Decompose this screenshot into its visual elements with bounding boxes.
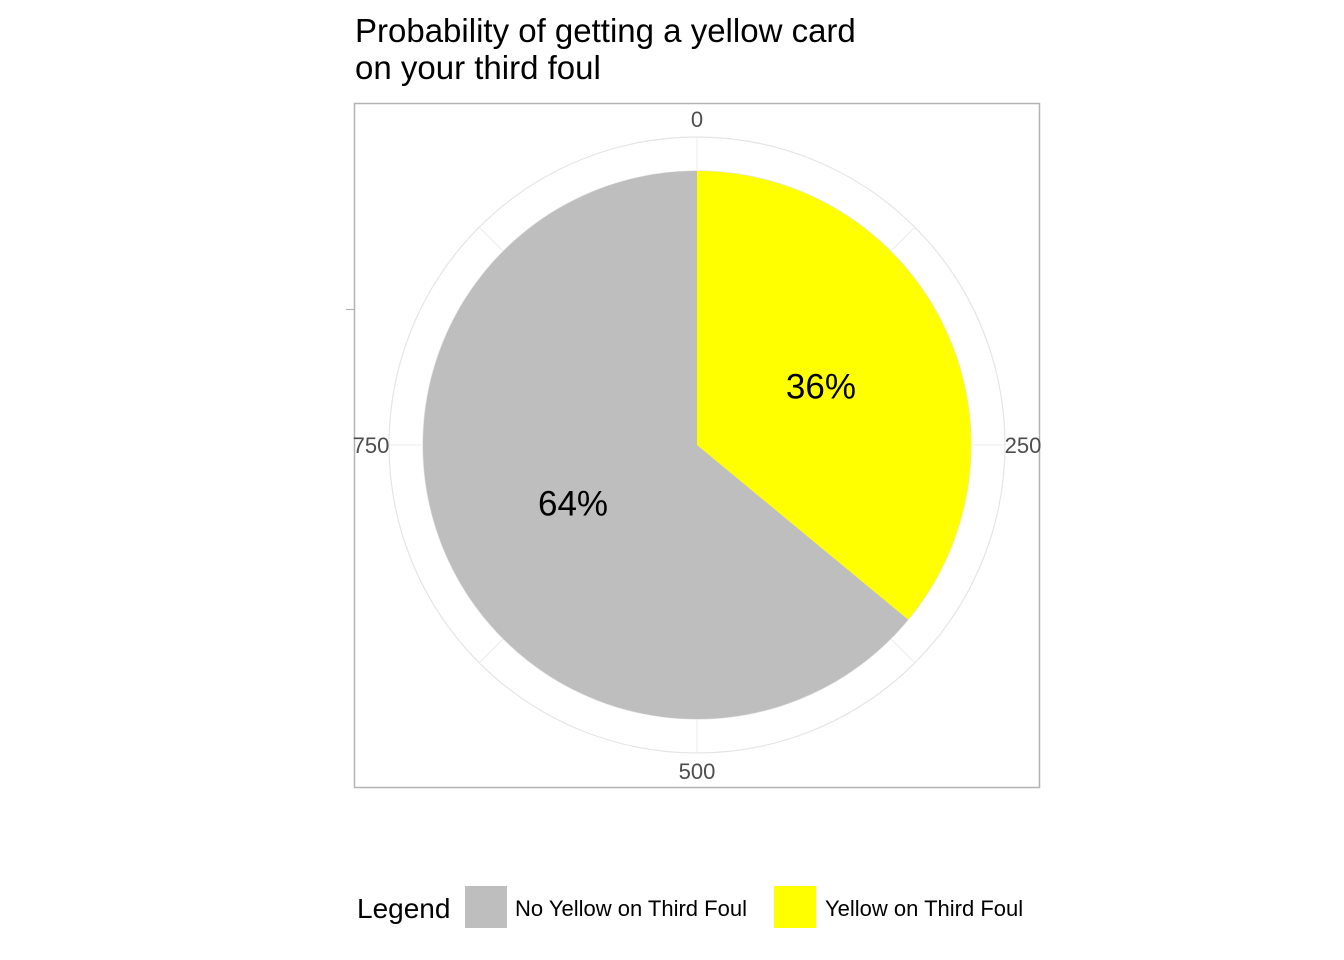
slice-label-no-yellow: 64% — [538, 484, 608, 523]
chart-title-line-2: on your third foul — [355, 49, 601, 86]
theta-tick-label: 750 — [353, 433, 390, 458]
pie-slice-no-yellow-on-third-foul — [423, 171, 909, 719]
theta-tick-label: 500 — [679, 759, 716, 784]
pie-slices — [423, 171, 971, 719]
legend: Legend No Yellow on Third Foul Yellow on… — [357, 886, 1023, 928]
legend-label-no-yellow: No Yellow on Third Foul — [515, 896, 747, 921]
legend-label-yellow: Yellow on Third Foul — [825, 896, 1023, 921]
theta-tick-label: 250 — [1005, 433, 1042, 458]
legend-swatch-no-yellow — [465, 886, 507, 928]
slice-label-yellow: 36% — [786, 368, 856, 407]
chart-title-line-1: Probability of getting a yellow card — [355, 12, 856, 49]
plot-panel-border — [353, 102, 1041, 789]
pie-slice-yellow-on-third-foul — [697, 171, 971, 620]
legend-title: Legend — [357, 893, 450, 924]
legend-swatch-yellow — [774, 886, 816, 928]
theta-tick-label: 0 — [691, 107, 703, 132]
